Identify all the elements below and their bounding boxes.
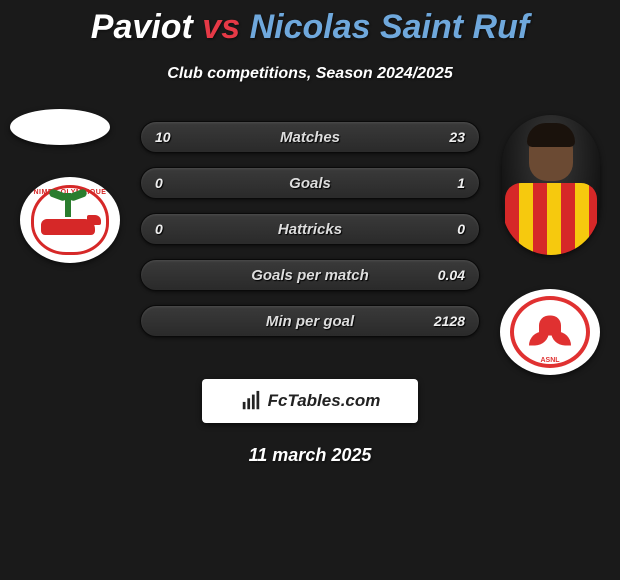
player2-club-crest: ASNL [500,289,600,375]
comparison-panel: NIMES OLYMPIQUE ASNL 10 Matches 23 0 Goa… [0,121,620,466]
stat-row-hattricks: 0 Hattricks 0 [140,213,480,245]
stats-list: 10 Matches 23 0 Goals 1 0 Hattricks 0 Go… [140,121,480,337]
player1-name: Paviot [91,8,193,46]
stat-label: Hattricks [278,221,342,238]
player1-photo [10,109,110,145]
stat-value-right: 2128 [434,313,465,329]
bar-chart-icon [240,390,262,412]
source-label: FcTables.com [268,391,381,411]
stat-label: Goals [289,175,331,192]
stat-row-min-per-goal: Min per goal 2128 [140,305,480,337]
page-title: Paviot vs Nicolas Saint Ruf [0,0,620,47]
player2-club-label: ASNL [510,357,590,364]
nimes-crest-icon: NIMES OLYMPIQUE [31,185,109,255]
stat-row-goals-per-match: Goals per match 0.04 [140,259,480,291]
asnl-crest-icon: ASNL [510,296,590,368]
stat-value-left: 0 [155,175,163,191]
date-label: 11 march 2025 [0,445,620,466]
vs-label: vs [202,8,240,46]
stat-value-right: 0 [457,221,465,237]
stat-row-matches: 10 Matches 23 [140,121,480,153]
stat-label: Goals per match [251,267,369,284]
player1-club-crest: NIMES OLYMPIQUE [20,177,120,263]
stat-value-right: 1 [457,175,465,191]
player2-name: Nicolas Saint Ruf [250,8,530,46]
subtitle: Club competitions, Season 2024/2025 [0,65,620,83]
stat-value-left: 0 [155,221,163,237]
source-badge: FcTables.com [202,379,418,423]
stat-row-goals: 0 Goals 1 [140,167,480,199]
stat-label: Matches [280,129,340,146]
stat-value-right: 0.04 [438,267,465,283]
stat-value-left: 10 [155,129,171,145]
player2-photo [502,115,600,255]
stat-label: Min per goal [266,313,354,330]
stat-value-right: 23 [449,129,465,145]
